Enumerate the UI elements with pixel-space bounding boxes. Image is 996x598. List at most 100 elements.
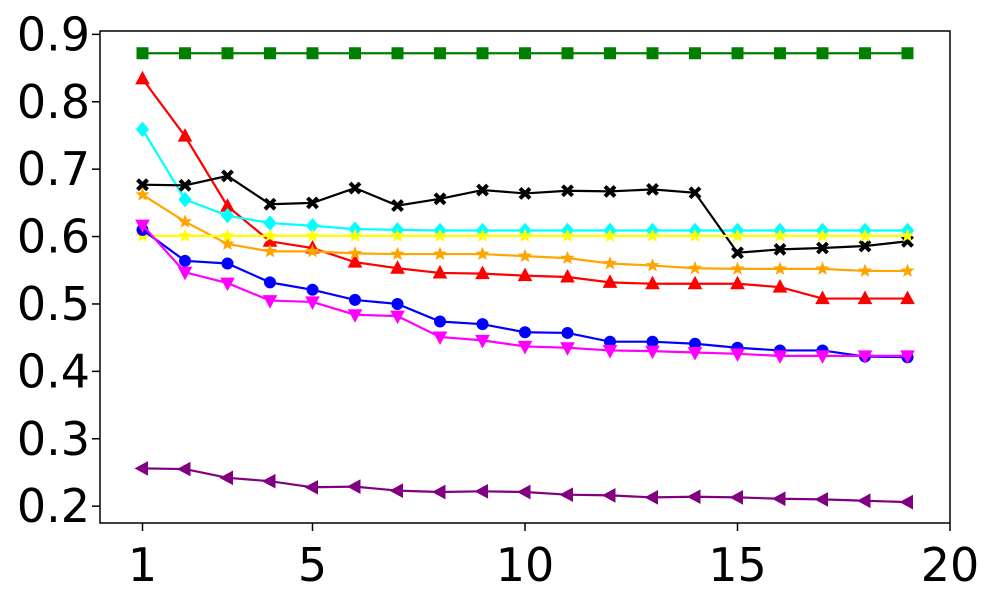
- data-point: [602, 256, 618, 270]
- x-tick-label: 5: [298, 538, 327, 592]
- x-marker-stroke: [348, 181, 362, 195]
- data-point: [859, 47, 871, 60]
- data-point: [815, 228, 830, 242]
- x-marker-stroke: [858, 239, 872, 253]
- data-point: [476, 183, 489, 197]
- y-tick-label: 0.2: [17, 479, 90, 533]
- data-point: [135, 121, 150, 138]
- data-point: [136, 178, 149, 192]
- x-marker-stroke: [561, 184, 574, 198]
- x-marker-stroke: [816, 241, 829, 255]
- data-point: [772, 261, 788, 275]
- data-point: [901, 234, 914, 248]
- data-point: [518, 187, 532, 200]
- data-point: [262, 295, 278, 309]
- data-point: [220, 228, 235, 242]
- x-marker-stroke: [901, 234, 914, 248]
- data-point: [221, 257, 234, 270]
- x-marker-stroke: [646, 182, 659, 196]
- data-point: [390, 260, 405, 274]
- data-point: [179, 254, 191, 267]
- data-point: [646, 47, 659, 60]
- series-layer: [134, 47, 915, 510]
- data-point: [730, 348, 745, 362]
- data-point: [264, 47, 276, 60]
- data-point: [857, 290, 873, 305]
- data-point: [221, 47, 234, 60]
- data-point: [177, 228, 193, 242]
- data-point: [857, 263, 873, 277]
- x-marker-stroke: [178, 178, 192, 192]
- series-4: [136, 169, 914, 260]
- data-point: [306, 47, 319, 60]
- data-point: [305, 296, 320, 310]
- data-point: [772, 279, 788, 293]
- series-line: [142, 174, 908, 254]
- data-point: [561, 326, 574, 339]
- data-point: [645, 258, 660, 272]
- data-point: [816, 241, 829, 255]
- data-point: [560, 250, 575, 265]
- data-point: [262, 244, 278, 258]
- data-point: [432, 264, 448, 279]
- data-point: [476, 318, 489, 331]
- x-marker-stroke: [518, 187, 532, 200]
- data-point: [857, 350, 873, 364]
- data-point: [856, 493, 871, 509]
- data-point: [262, 228, 278, 242]
- data-point: [475, 265, 490, 280]
- data-point: [432, 331, 448, 346]
- data-point: [433, 192, 447, 206]
- data-point: [391, 47, 404, 60]
- data-point: [135, 187, 150, 201]
- data-point: [306, 283, 319, 296]
- data-point: [601, 488, 616, 503]
- x-tick-label: 10: [496, 538, 555, 592]
- x-marker-stroke: [221, 169, 234, 183]
- data-point: [687, 228, 703, 242]
- data-point: [561, 184, 574, 198]
- y-tick-label: 0.4: [17, 344, 90, 398]
- data-point: [773, 242, 787, 256]
- data-point: [814, 492, 828, 507]
- series-1: [136, 47, 914, 60]
- x-marker-stroke: [731, 246, 744, 260]
- data-point: [475, 246, 490, 261]
- series-9: [134, 461, 913, 510]
- data-point: [645, 275, 660, 290]
- data-point: [136, 47, 149, 60]
- y-tick-label: 0.9: [17, 7, 90, 61]
- data-point: [689, 47, 701, 60]
- data-point: [687, 260, 703, 275]
- x-marker-stroke: [688, 186, 702, 200]
- data-point: [603, 184, 617, 198]
- data-point: [347, 254, 363, 268]
- data-point: [389, 483, 403, 498]
- data-point: [390, 228, 405, 242]
- data-point: [390, 246, 405, 261]
- data-point: [730, 261, 745, 275]
- x-tick-label: 20: [921, 538, 980, 592]
- data-point: [176, 461, 191, 477]
- data-point: [305, 244, 320, 258]
- x-marker-stroke: [773, 242, 787, 256]
- data-point: [264, 276, 276, 289]
- series-line: [141, 78, 908, 300]
- data-point: [178, 178, 192, 192]
- y-tick-label: 0.8: [17, 75, 90, 129]
- data-point: [645, 345, 660, 360]
- data-point: [349, 293, 361, 306]
- data-point: [858, 239, 872, 253]
- data-point: [686, 489, 701, 505]
- data-point: [772, 350, 788, 364]
- data-point: [687, 275, 703, 290]
- data-point: [177, 214, 193, 228]
- data-point: [604, 47, 616, 60]
- x-marker-stroke: [603, 184, 617, 198]
- data-point: [900, 290, 915, 305]
- x-marker-stroke: [136, 178, 149, 192]
- data-point: [390, 310, 405, 325]
- data-point: [899, 494, 913, 510]
- x-tick-label: 1: [128, 538, 157, 592]
